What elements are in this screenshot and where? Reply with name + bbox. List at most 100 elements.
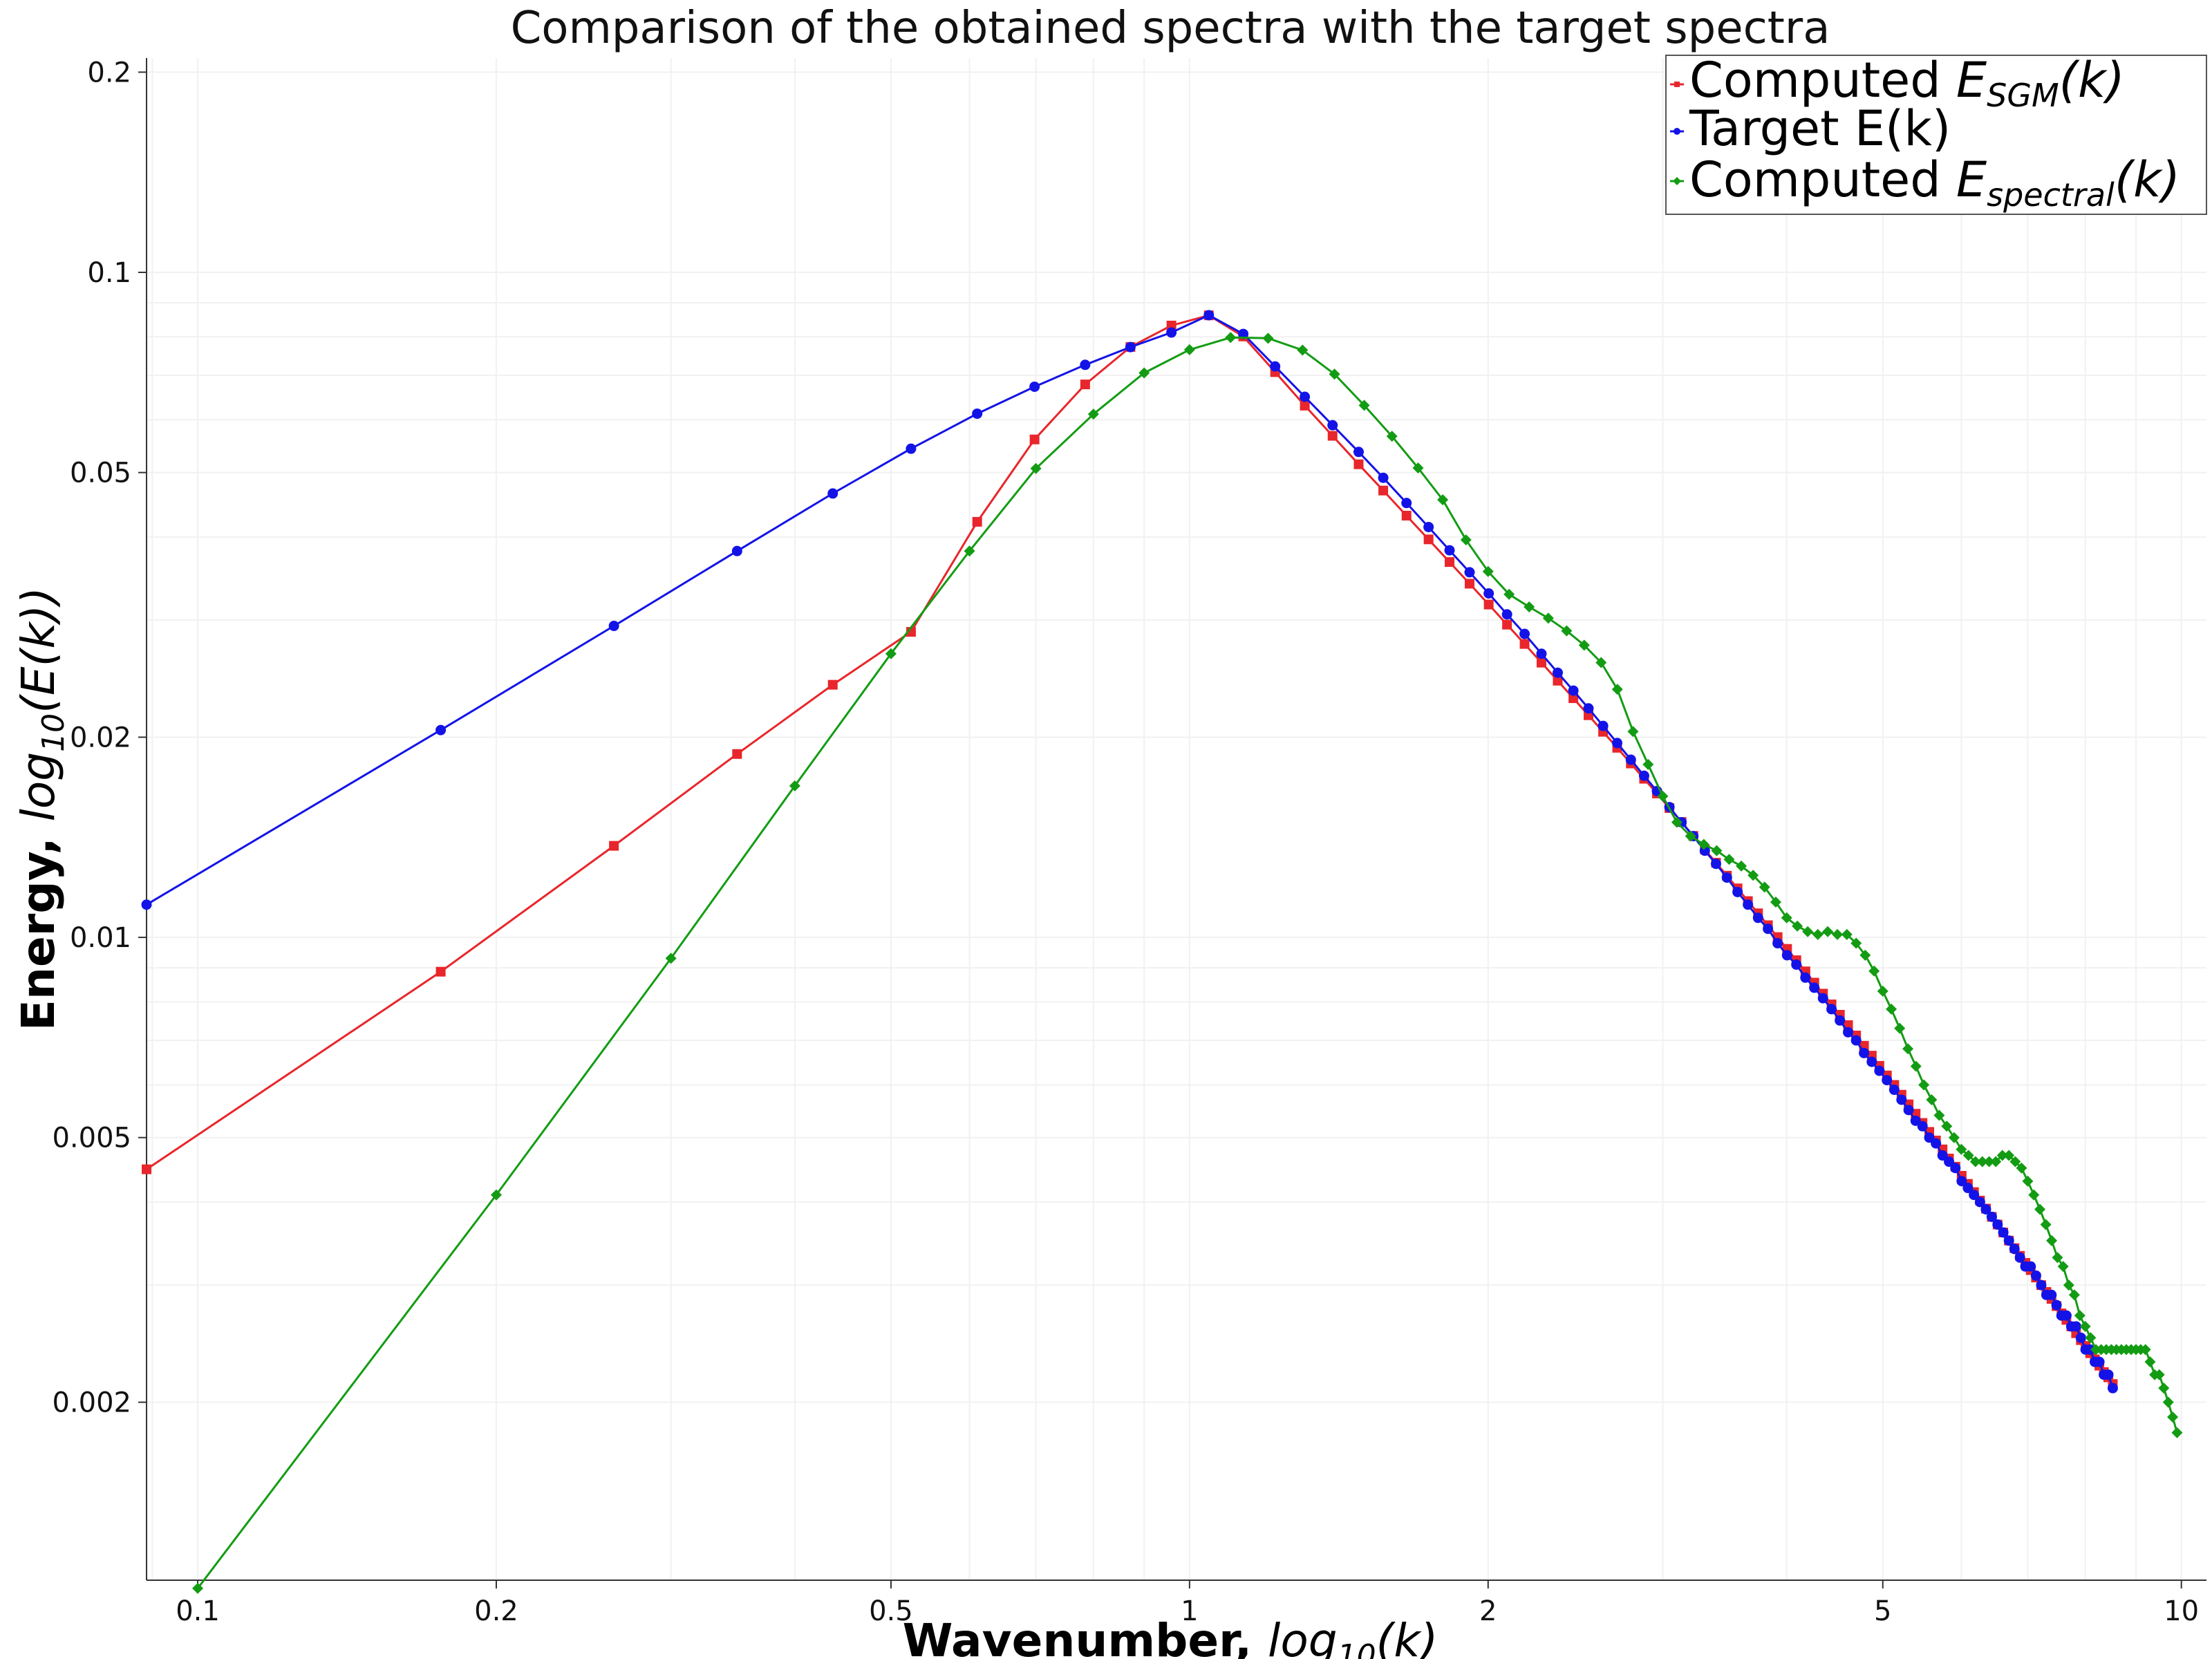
- data-point-target: [1203, 310, 1215, 321]
- data-point-target: [1568, 685, 1579, 696]
- data-point-spectral: [2167, 1411, 2179, 1423]
- data-point-target: [1974, 1197, 1985, 1208]
- data-point-target: [1992, 1219, 2003, 1230]
- data-point-spectral: [1747, 870, 1759, 881]
- data-point-sgm: [1568, 693, 1579, 704]
- data-point-target: [2009, 1244, 2020, 1255]
- data-point-spectral: [1087, 409, 1099, 420]
- x-tick-label: 0.5: [869, 1595, 913, 1627]
- data-point-spectral: [2074, 1310, 2086, 1322]
- data-point-target: [1763, 924, 1774, 935]
- legend-label-target: Target E(k): [1689, 100, 1951, 157]
- data-point-spectral: [2139, 1344, 2151, 1356]
- legend-box: [1665, 55, 2207, 215]
- data-point-target: [1910, 1115, 1921, 1126]
- data-point-sgm: [1353, 459, 1364, 469]
- data-point-spectral: [1770, 897, 1781, 908]
- data-point-spectral: [1412, 462, 1424, 474]
- data-point-spectral: [665, 953, 677, 964]
- data-point-target: [827, 488, 838, 499]
- data-point-target: [2036, 1280, 2047, 1291]
- data-point-target: [1859, 1047, 1870, 1058]
- data-point-spectral: [2034, 1203, 2045, 1215]
- data-point-target: [2061, 1310, 2072, 1321]
- legend-swatch-marker: [1674, 82, 1680, 87]
- data-point-spectral: [1503, 588, 1515, 600]
- data-point-spectral: [2162, 1396, 2174, 1408]
- x-axis-title-text: Wavenumber,: [903, 1614, 1268, 1659]
- data-point-target: [906, 443, 917, 454]
- data-point-spectral: [964, 545, 975, 557]
- legend-swatch-marker: [1674, 128, 1680, 135]
- data-point-spectral: [1877, 985, 1888, 997]
- legend-label-spectral: Computed Espectral(k): [1689, 151, 2180, 214]
- data-point-spectral: [1611, 684, 1623, 695]
- data-point-target: [1772, 938, 1783, 949]
- data-point-sgm: [1553, 675, 1563, 686]
- data-point-target: [731, 545, 742, 556]
- data-point-target: [1710, 859, 1721, 870]
- data-point-target: [1501, 609, 1512, 620]
- data-point-spectral: [1711, 845, 1723, 856]
- data-point-sgm: [972, 516, 982, 527]
- data-point-spectral: [1030, 462, 1042, 474]
- y-tick-label: 0.01: [70, 922, 131, 954]
- data-point-spectral: [1802, 926, 1814, 937]
- data-point-spectral: [2153, 1369, 2165, 1380]
- data-point-target: [1080, 359, 1091, 371]
- data-point-target: [1519, 628, 1530, 639]
- data-point-target: [1552, 667, 1563, 678]
- data-point-target: [2025, 1261, 2036, 1272]
- data-point-target: [1882, 1075, 1893, 1086]
- data-point-sgm: [1401, 510, 1412, 521]
- data-point-target: [1986, 1211, 1997, 1222]
- data-point-target: [1300, 391, 1311, 402]
- legend-item-sgm: Computed ESGM(k): [1670, 52, 2125, 114]
- legend-label-sgm: Computed ESGM(k): [1689, 52, 2125, 114]
- y-axis-title: Energy, log10(E(k)): [12, 587, 71, 1031]
- data-point-spectral: [1832, 928, 1844, 940]
- data-point-spectral: [1723, 854, 1735, 865]
- y-axis-title-subscript: 10: [36, 713, 71, 752]
- data-point-spectral: [1859, 949, 1871, 961]
- data-point-sgm: [1378, 485, 1389, 496]
- data-point-spectral: [1386, 431, 1398, 442]
- data-point-target: [1721, 872, 1732, 883]
- data-point-spectral: [2158, 1382, 2170, 1394]
- data-point-spectral: [2003, 1150, 2015, 1161]
- data-point-target: [1817, 993, 1828, 1004]
- legend-item-target: Target E(k): [1670, 100, 1951, 157]
- data-point-spectral: [1329, 368, 1340, 380]
- data-point-spectral: [1962, 1150, 1974, 1161]
- tick-labels: 0.1 0.2 0.5 1 2 5 10 0.002 0.005 0.01 0.02 0.05 0.1 0…: [52, 57, 2199, 1627]
- data-point-spectral: [1460, 534, 1472, 546]
- data-point-spectral: [1868, 965, 1880, 977]
- data-point-spectral: [1685, 830, 1696, 842]
- data-point-spectral: [1996, 1150, 2008, 1161]
- data-point-sgm: [1536, 657, 1546, 668]
- data-point-sgm: [1519, 639, 1530, 649]
- data-point-spectral: [2063, 1280, 2074, 1291]
- data-point-spectral: [1595, 657, 1607, 668]
- data-point-spectral: [885, 648, 897, 659]
- legend-item-spectral: Computed Espectral(k): [1670, 151, 2180, 214]
- y-axis-title-log: log: [12, 752, 65, 822]
- data-point-target: [2085, 1344, 2096, 1355]
- data-point-spectral: [2016, 1162, 2027, 1174]
- data-point-target: [1270, 361, 1281, 372]
- data-point-target: [1835, 1015, 1846, 1026]
- data-point-target: [1944, 1156, 1955, 1168]
- data-point-spectral: [1759, 881, 1770, 893]
- data-point-sgm: [435, 966, 446, 977]
- data-point-target: [2051, 1300, 2062, 1311]
- data-point-target: [2094, 1356, 2105, 1367]
- x-tick-label: 0.1: [176, 1595, 220, 1627]
- data-point-target: [1238, 328, 1249, 339]
- data-point-sgm: [827, 679, 838, 690]
- x-axis-title-tail: (k): [1376, 1614, 1438, 1659]
- data-point-sgm: [1445, 557, 1455, 568]
- data-point-target: [1536, 648, 1547, 659]
- data-point-spectral: [1886, 1003, 1897, 1015]
- data-point-spectral: [1698, 838, 1709, 850]
- data-point-target: [1791, 959, 1802, 970]
